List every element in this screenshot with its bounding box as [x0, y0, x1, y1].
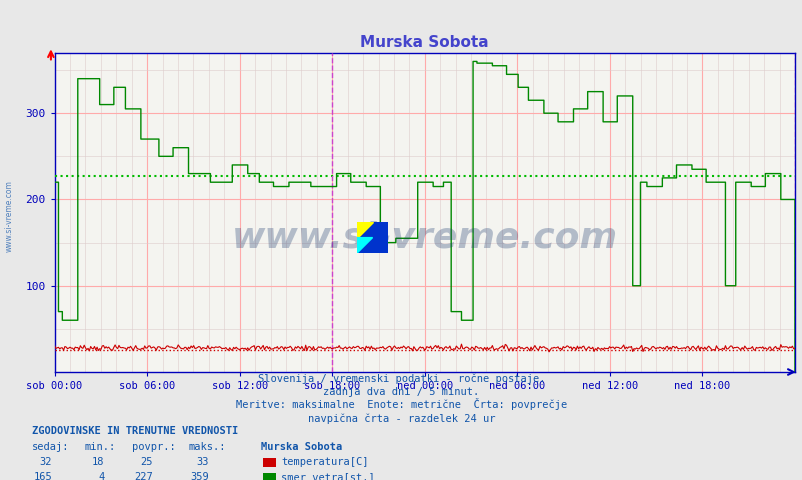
Text: Slovenija / vremenski podatki - ročne postaje.: Slovenija / vremenski podatki - ročne po… [257, 373, 545, 384]
Text: Meritve: maksimalne  Enote: metrične  Črta: povprečje: Meritve: maksimalne Enote: metrične Črta… [236, 398, 566, 410]
Text: www.si-vreme.com: www.si-vreme.com [232, 221, 617, 255]
Text: temperatura[C]: temperatura[C] [281, 457, 368, 467]
Title: Murska Sobota: Murska Sobota [360, 35, 488, 50]
Text: www.si-vreme.com: www.si-vreme.com [5, 180, 14, 252]
Text: maks.:: maks.: [188, 442, 226, 452]
Text: min.:: min.: [84, 442, 115, 452]
Text: 359: 359 [190, 472, 209, 480]
Text: zadnja dva dni / 5 minut.: zadnja dva dni / 5 minut. [323, 387, 479, 397]
Text: 165: 165 [34, 472, 52, 480]
Text: 18: 18 [91, 457, 104, 467]
Polygon shape [357, 222, 372, 238]
Text: navpična črta - razdelek 24 ur: navpična črta - razdelek 24 ur [307, 413, 495, 424]
Text: 227: 227 [134, 472, 152, 480]
Text: 25: 25 [140, 457, 152, 467]
Text: smer vetra[st.]: smer vetra[st.] [281, 472, 375, 480]
Text: 4: 4 [98, 472, 104, 480]
Text: 32: 32 [39, 457, 52, 467]
Text: Murska Sobota: Murska Sobota [261, 442, 342, 452]
Text: ZGODOVINSKE IN TRENUTNE VREDNOSTI: ZGODOVINSKE IN TRENUTNE VREDNOSTI [32, 426, 238, 436]
Text: sedaj:: sedaj: [32, 442, 70, 452]
Text: 33: 33 [196, 457, 209, 467]
Polygon shape [357, 238, 372, 253]
Text: povpr.:: povpr.: [132, 442, 176, 452]
